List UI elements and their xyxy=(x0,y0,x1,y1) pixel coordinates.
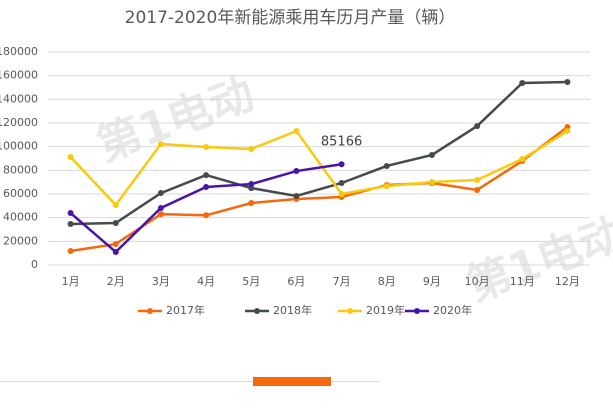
y-tick-label: 100000 xyxy=(0,140,38,153)
point xyxy=(112,219,119,226)
point xyxy=(383,183,390,190)
legend-label: 2020年 xyxy=(433,303,472,317)
point xyxy=(67,248,74,255)
point xyxy=(564,79,571,86)
x-tick-label: 9月 xyxy=(423,275,441,288)
point xyxy=(67,221,74,228)
watermark: 第1电动 xyxy=(460,208,613,312)
point xyxy=(112,202,119,209)
accent-bar xyxy=(253,377,331,386)
x-tick-label: 4月 xyxy=(197,275,215,288)
y-tick-label: 180000 xyxy=(0,45,38,58)
x-tick-label: 10月 xyxy=(465,275,490,288)
chart-title: 2017-2020年新能源乘用车历月产量（辆） xyxy=(125,8,456,28)
legend-label: 2019年 xyxy=(366,303,405,317)
point xyxy=(519,155,526,162)
point xyxy=(67,153,74,160)
y-tick-label: 20000 xyxy=(3,234,38,247)
point xyxy=(203,144,210,151)
point xyxy=(564,128,571,135)
point xyxy=(293,168,300,175)
y-tick-label: 140000 xyxy=(0,92,38,105)
point xyxy=(248,199,255,206)
point xyxy=(248,181,255,188)
point xyxy=(157,190,164,197)
x-tick-label: 1月 xyxy=(62,275,80,288)
watermark: 第1电动 xyxy=(90,68,260,172)
series-line xyxy=(70,126,569,253)
point xyxy=(519,80,526,87)
point xyxy=(474,177,481,184)
point xyxy=(248,146,255,153)
x-tick-label: 8月 xyxy=(378,275,396,288)
x-tick-label: 12月 xyxy=(555,275,580,288)
point xyxy=(67,210,74,217)
x-tick-label: 7月 xyxy=(333,275,351,288)
point xyxy=(203,212,210,219)
legend-swatch xyxy=(254,308,260,314)
point xyxy=(293,128,300,135)
point xyxy=(428,151,435,158)
point xyxy=(293,193,300,200)
x-tick-label: 5月 xyxy=(242,275,260,288)
y-tick-label: 160000 xyxy=(0,69,38,82)
point xyxy=(157,211,164,218)
data-label: 85166 xyxy=(321,135,362,150)
point xyxy=(112,241,119,248)
legend-swatch xyxy=(414,308,420,314)
y-tick-label: 0 xyxy=(31,258,38,271)
y-tick-label: 40000 xyxy=(3,211,38,224)
x-tick-label: 11月 xyxy=(510,275,535,288)
series-line xyxy=(69,129,569,207)
point xyxy=(428,179,435,186)
divider xyxy=(0,381,380,382)
point xyxy=(474,186,481,193)
point xyxy=(203,184,210,191)
point xyxy=(157,141,164,148)
point xyxy=(157,204,164,211)
x-tick-label: 3月 xyxy=(152,275,170,288)
point xyxy=(338,161,345,168)
x-tick-label: 2月 xyxy=(107,275,125,288)
y-tick-label: 60000 xyxy=(3,187,38,200)
series-line xyxy=(70,80,568,226)
legend-swatch xyxy=(147,308,153,314)
y-tick-label: 80000 xyxy=(3,163,38,176)
point xyxy=(383,162,390,169)
point xyxy=(203,172,210,179)
point xyxy=(338,191,345,197)
y-tick-label: 120000 xyxy=(0,116,38,129)
legend-label: 2018年 xyxy=(273,303,312,317)
legend-label: 2017年 xyxy=(166,303,205,317)
point xyxy=(474,123,481,130)
x-tick-label: 6月 xyxy=(287,275,305,288)
point xyxy=(338,179,345,186)
legend-swatch xyxy=(347,308,353,314)
point xyxy=(112,248,119,255)
